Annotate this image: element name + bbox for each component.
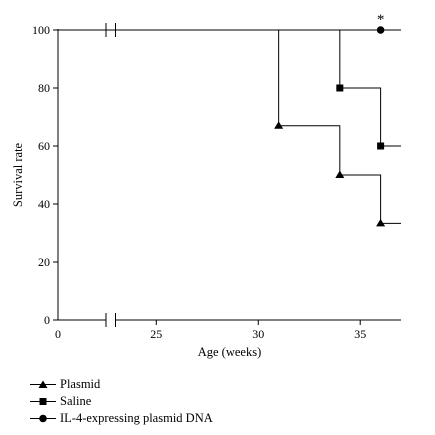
legend-label: IL-4-expressing plasmid DNA (60, 411, 213, 425)
x-tick-label: 35 (354, 327, 366, 341)
data-point-triangle (274, 121, 284, 129)
legend-item-saline: Saline (30, 393, 213, 410)
y-tick-label: 0 (44, 313, 50, 327)
y-tick-label: 80 (38, 81, 50, 95)
legend-item-il4: IL-4-expressing plasmid DNA (30, 410, 213, 427)
x-tick-label: 30 (252, 327, 264, 341)
y-tick-label: 40 (38, 197, 50, 211)
legend-item-plasmid: Plasmid (30, 376, 213, 393)
series-il4 (58, 26, 401, 34)
data-point-square (377, 142, 385, 150)
y-axis-title: Survival rate (11, 142, 25, 207)
series-line-saline (58, 29, 401, 147)
y-tick-label: 100 (32, 23, 50, 37)
series-line-plasmid (58, 29, 401, 224)
series-saline (58, 29, 401, 150)
x-axis-title: Age (weeks) (198, 345, 262, 359)
series-layer (58, 23, 401, 227)
square-marker-icon (30, 398, 56, 405)
x-tick-label: 0 (55, 327, 61, 341)
data-point-triangle (335, 170, 345, 178)
legend: Plasmid Saline IL-4-expressing plasmid D… (30, 376, 213, 427)
y-tick-label: 60 (38, 139, 50, 153)
circle-marker-icon (30, 414, 56, 423)
axes: 0 20 40 60 80 100 0 25 30 35 (32, 23, 401, 341)
x-tick-label: 25 (150, 327, 162, 341)
data-point-circle (376, 26, 385, 34)
legend-label: Saline (60, 394, 92, 408)
legend-label: Plasmid (60, 377, 101, 391)
significance-asterisk: * (377, 12, 385, 28)
triangle-marker-icon (30, 380, 56, 388)
data-point-square (336, 84, 344, 92)
y-tick-label: 20 (38, 255, 50, 269)
series-plasmid (58, 23, 401, 227)
data-point-triangle (376, 218, 386, 227)
